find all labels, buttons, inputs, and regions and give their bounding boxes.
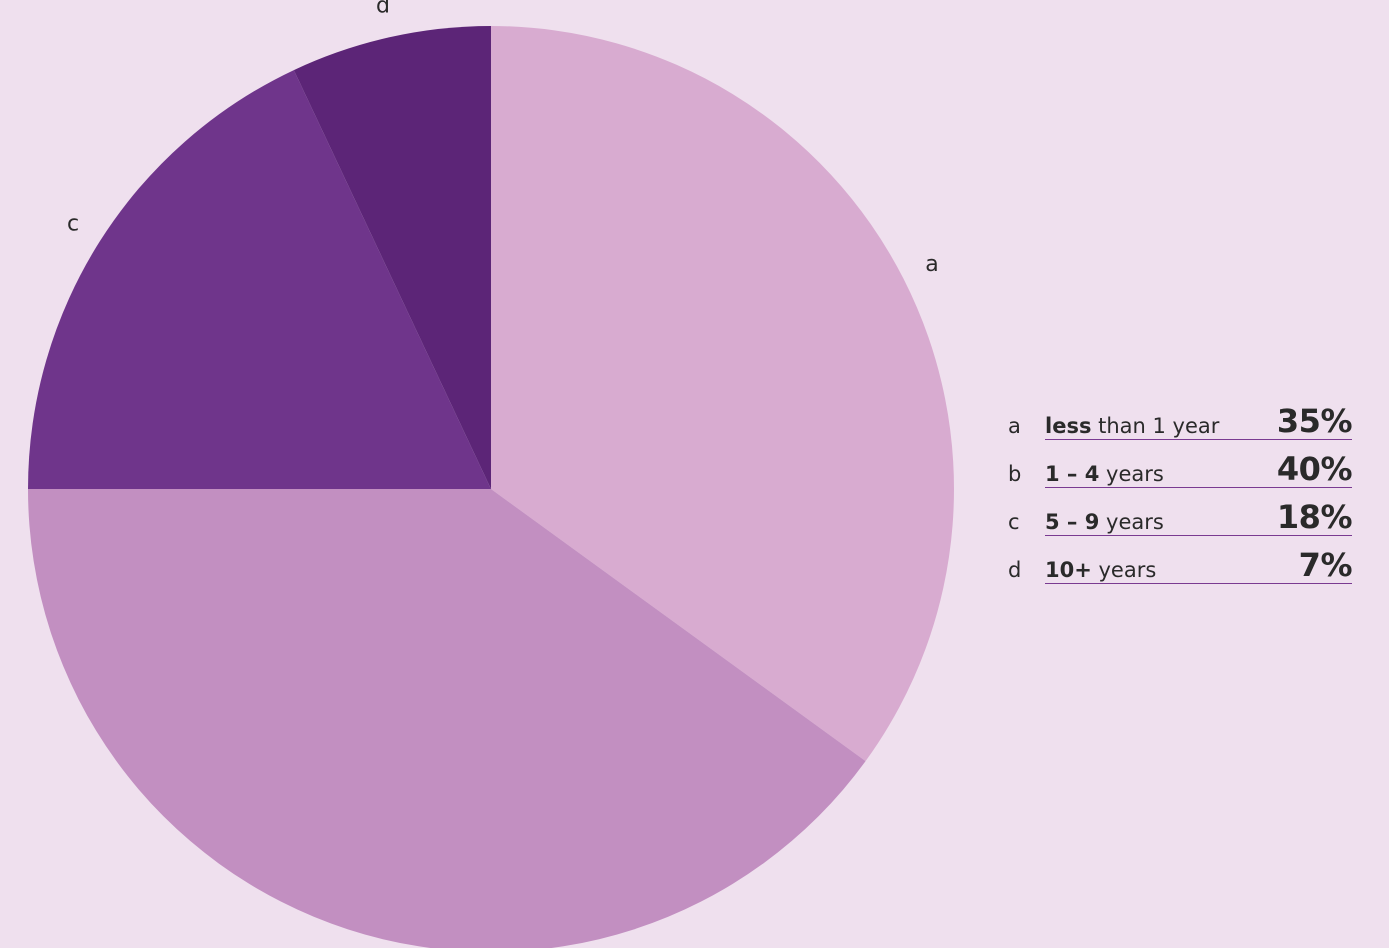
legend-label-bold: less: [1045, 414, 1092, 438]
pie-slice-d: [293, 25, 491, 489]
legend-value: 7%: [1298, 546, 1353, 584]
legend-label-rest: years: [1099, 510, 1164, 534]
legend-row-d: d 10+ years 7%: [1008, 542, 1353, 590]
legend-label-bold: 1 – 4: [1045, 462, 1100, 486]
legend-key: c: [1008, 510, 1020, 534]
legend-label-rest: than 1 year: [1091, 414, 1220, 438]
legend-row-b: b 1 – 4 years 40%: [1008, 446, 1353, 494]
legend-row-a: a less than 1 year 35%: [1008, 398, 1353, 446]
legend-label-rest: years: [1091, 558, 1157, 582]
legend-label: 1 – 4 years: [1045, 462, 1164, 486]
legend-key: d: [1008, 558, 1022, 582]
legend-row-c: c 5 – 9 years 18%: [1008, 494, 1353, 542]
legend: a less than 1 year 35% b 1 – 4 years 40%…: [1008, 398, 1353, 590]
legend-label: 5 – 9 years: [1045, 510, 1164, 534]
legend-underline: [1045, 535, 1352, 536]
slice-label-c: c: [67, 211, 79, 236]
legend-label-rest: years: [1099, 462, 1164, 486]
legend-value: 35%: [1276, 402, 1353, 440]
slice-label-a: a: [925, 252, 938, 277]
pie-slice-c: [28, 70, 491, 489]
pie-slice-a: [491, 26, 954, 762]
legend-label: less than 1 year: [1045, 414, 1219, 438]
legend-key: a: [1008, 414, 1021, 438]
legend-label: 10+ years: [1045, 558, 1156, 582]
legend-value: 40%: [1276, 450, 1353, 488]
legend-value: 18%: [1276, 498, 1353, 536]
legend-label-bold: 10+: [1045, 558, 1092, 582]
legend-underline: [1045, 583, 1352, 584]
slice-label-d: d: [376, 0, 390, 18]
legend-label-bold: 5 – 9: [1045, 510, 1100, 534]
legend-underline: [1045, 439, 1352, 440]
pie-slice-b: [28, 489, 866, 948]
legend-underline: [1045, 487, 1352, 488]
legend-key: b: [1008, 462, 1022, 486]
